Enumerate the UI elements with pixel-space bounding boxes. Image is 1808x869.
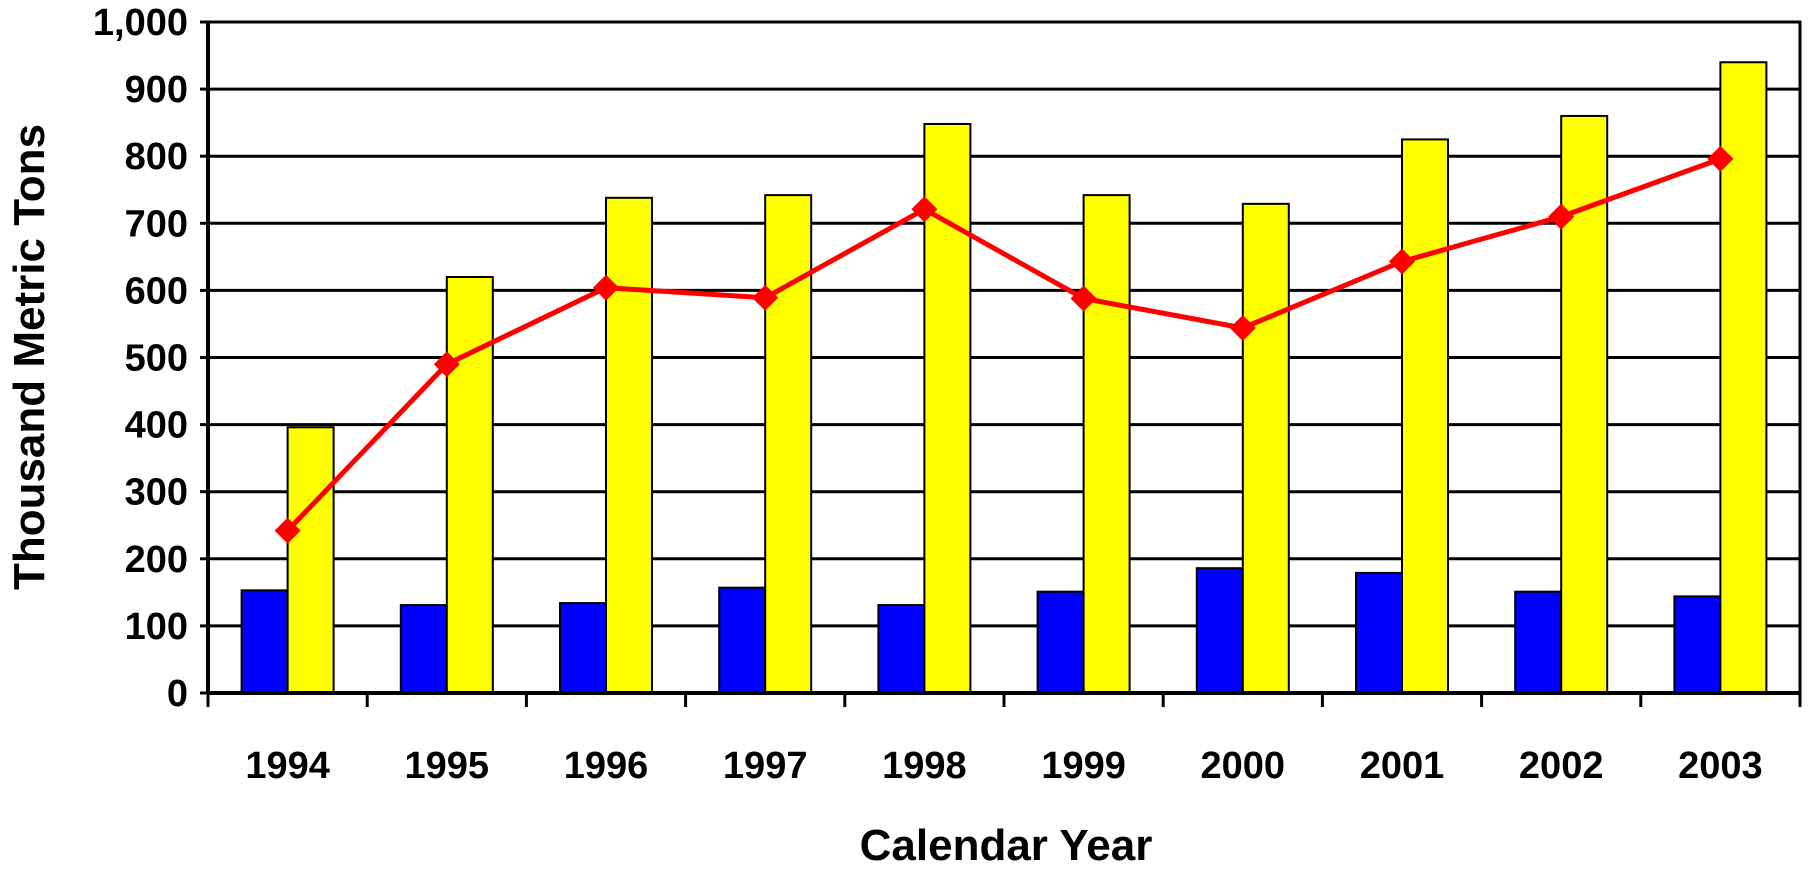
bar-yellow xyxy=(1082,194,1131,694)
y-tick-label: 400 xyxy=(125,405,188,447)
x-axis-title: Calendar Year xyxy=(860,821,1153,869)
y-tick-label: 600 xyxy=(125,270,188,312)
bar-blue xyxy=(1195,567,1244,694)
line-point xyxy=(1707,145,1734,172)
x-tick-label: 1995 xyxy=(405,745,490,787)
x-tick-label: 2003 xyxy=(1678,745,1763,787)
bar-blue xyxy=(1673,595,1722,694)
bar-yellow xyxy=(923,122,972,694)
bar-yellow xyxy=(1401,138,1449,695)
line-point xyxy=(911,196,938,223)
x-tick-label: 1994 xyxy=(245,745,330,787)
line-point xyxy=(1389,248,1415,275)
bar-yellow xyxy=(286,426,335,694)
line-point xyxy=(593,274,619,301)
y-tick-label: 0 xyxy=(167,673,188,715)
bar-yellow xyxy=(764,194,813,694)
x-tick-label: 2002 xyxy=(1519,745,1604,787)
bar-blue xyxy=(399,604,448,694)
axes xyxy=(200,20,1802,707)
x-tick-label: 1999 xyxy=(1041,745,1126,787)
tick-labels: 0 100 200 300 400 500 600 700 800 900 1,000 1994 199… xyxy=(93,2,1763,787)
y-tick-label: 300 xyxy=(125,472,188,514)
bars xyxy=(240,61,1768,695)
x-tick-label: 1998 xyxy=(882,745,967,787)
bar-blue xyxy=(1036,590,1085,695)
bar-blue xyxy=(1514,590,1563,695)
line-path xyxy=(285,156,1722,533)
y-tick-label: 900 xyxy=(125,69,188,111)
bar-blue xyxy=(240,589,289,694)
line-point xyxy=(1229,314,1256,341)
x-tick-label: 1996 xyxy=(564,745,649,787)
line-series xyxy=(274,145,1734,544)
bar-yellow xyxy=(445,275,494,694)
x-tick-label: 2001 xyxy=(1360,745,1445,787)
line-point xyxy=(1548,203,1575,230)
y-axis-title: Thousand Metric Tons xyxy=(5,124,54,590)
bar-yellow xyxy=(1241,202,1290,694)
y-tick-label: 1,000 xyxy=(93,2,188,44)
x-tick-label: 1997 xyxy=(723,745,808,787)
bar-blue xyxy=(559,602,607,694)
y-tick-label: 100 xyxy=(125,606,188,648)
bar-blue xyxy=(877,604,926,694)
bar-blue xyxy=(718,586,767,695)
line-point xyxy=(274,517,301,544)
x-tick-label: 2000 xyxy=(1201,745,1286,787)
line-point xyxy=(433,351,460,378)
y-tick-label: 800 xyxy=(125,136,188,178)
bar-blue xyxy=(1355,571,1403,694)
y-tick-label: 200 xyxy=(125,539,188,581)
y-tick-label: 700 xyxy=(125,203,188,245)
bar-yellow xyxy=(1719,61,1768,694)
line-point xyxy=(752,284,779,311)
bar-yellow xyxy=(605,196,653,694)
y-tick-label: 500 xyxy=(125,338,188,380)
line-point xyxy=(1070,285,1097,312)
